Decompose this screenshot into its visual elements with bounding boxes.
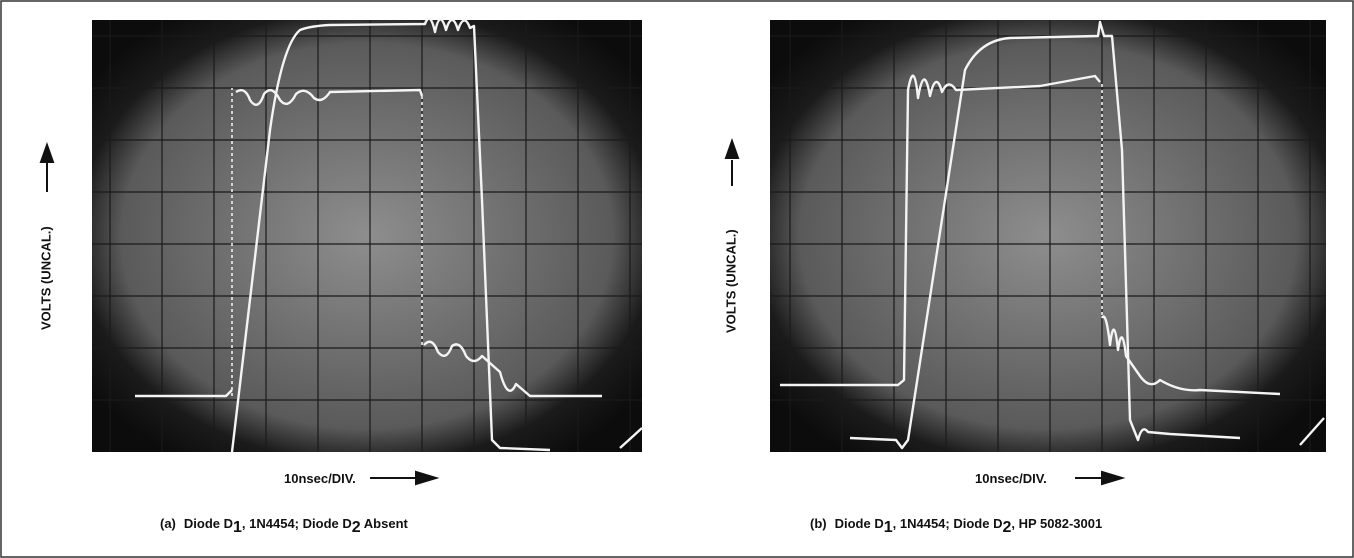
caption-label: (a) bbox=[160, 516, 176, 531]
arrows bbox=[39, 137, 1126, 486]
caption-sub: 1 bbox=[233, 519, 242, 536]
y-axis-label: VOLTS (UNCAL.) bbox=[723, 229, 738, 333]
caption-text: Diode D bbox=[835, 516, 884, 531]
scope-photo-a bbox=[92, 17, 643, 453]
y-axis-label: VOLTS (UNCAL.) bbox=[38, 226, 53, 330]
caption-text: Absent bbox=[361, 516, 409, 531]
scope-photo-b bbox=[770, 20, 1326, 452]
caption-text: , 1N4454; Diode D bbox=[893, 516, 1003, 531]
graticule bbox=[92, 20, 642, 452]
caption-text: Diode D bbox=[184, 516, 233, 531]
caption-sub: 1 bbox=[884, 519, 893, 536]
caption-text: , 1N4454; Diode D bbox=[242, 516, 352, 531]
caption-text: , HP 5082-3001 bbox=[1011, 516, 1102, 531]
x-axis-label: 10nsec/DIV. bbox=[975, 471, 1047, 486]
caption-label: (b) bbox=[810, 516, 827, 531]
caption-sub: 2 bbox=[352, 519, 361, 536]
caption: (a) Diode D1, 1N4454; Diode D2 Absent bbox=[160, 516, 409, 536]
x-axis-label: 10nsec/DIV. bbox=[284, 471, 356, 486]
caption: (b) Diode D1, 1N4454; Diode D2, HP 5082-3… bbox=[810, 516, 1102, 536]
caption-sub: 2 bbox=[1002, 519, 1011, 536]
